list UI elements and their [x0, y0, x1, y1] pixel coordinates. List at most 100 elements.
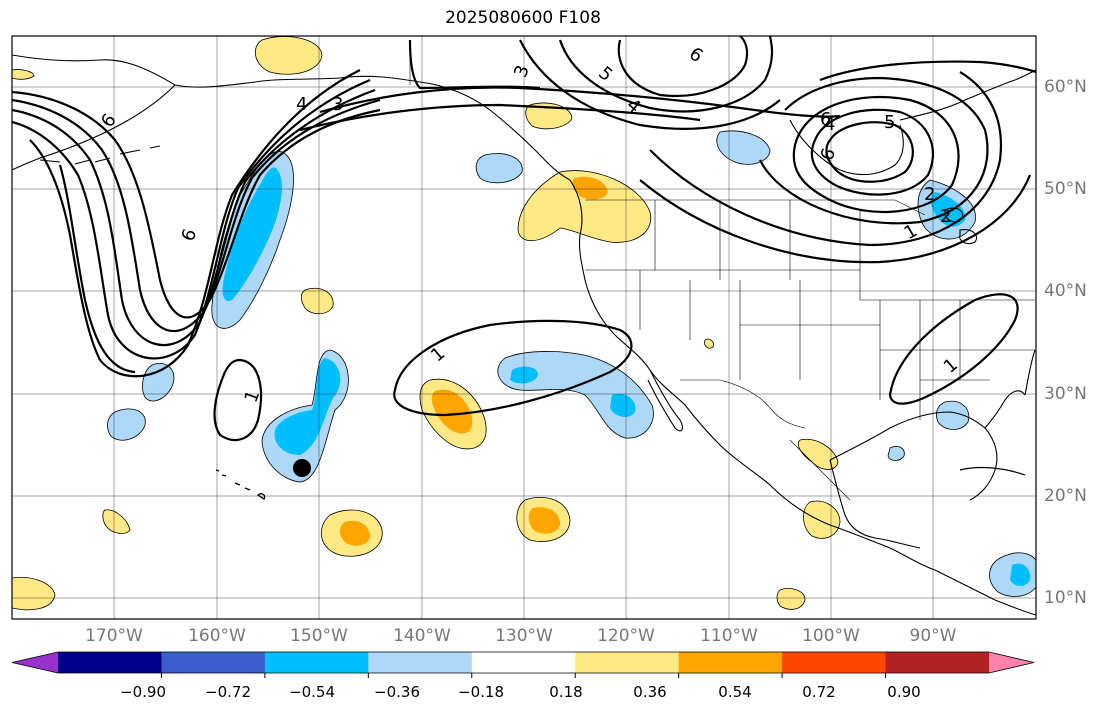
contour-gulf-alaska — [408, 39, 541, 90]
border-us-mexico — [680, 379, 806, 429]
coastline-hawaii-islands — [215, 469, 266, 500]
coastline-cuba — [959, 466, 1026, 476]
yellow-region-aleutian — [254, 36, 323, 75]
colorbar-segment — [368, 652, 473, 673]
colorbar-tick-label: 0.18 — [549, 683, 583, 701]
lat-label-50n: 50°N — [1044, 179, 1087, 199]
contour-low-5 — [810, 108, 935, 196]
coastline-canada-east — [899, 69, 1036, 121]
contour-west-trough-6 — [58, 164, 136, 374]
coastline-mexico-gulf — [829, 459, 921, 549]
yellow-region-gulf-alaska — [525, 102, 573, 130]
colorbar-tick-label: −0.72 — [205, 683, 251, 701]
lon-label-140w: 140°W — [393, 626, 451, 646]
colorbar-segment — [58, 652, 162, 673]
coastline-aleutians — [39, 145, 161, 165]
colorbar-tick-label: 0.36 — [633, 683, 667, 701]
lat-label-60n: 60°N — [1044, 77, 1087, 97]
contour-lines — [12, 36, 1036, 442]
contour-label: 4 — [296, 94, 307, 115]
yellow-region-nw-edge — [12, 69, 35, 80]
contour-ridge-3 — [319, 86, 841, 118]
coastline-west-us — [584, 279, 936, 571]
lat-label-10n: 10°N — [1044, 588, 1087, 608]
colorbar-segment — [678, 652, 783, 673]
coastline-bc-coast — [569, 179, 586, 281]
location-marker — [293, 459, 311, 477]
contour-north-4 — [519, 39, 781, 130]
colorbar-outline — [11, 651, 1035, 674]
contour-north-6 — [617, 36, 749, 97]
yellow-region-pnw-core — [572, 176, 608, 200]
contour-low-1 — [639, 174, 1032, 264]
colorbar — [11, 651, 1035, 678]
border-mexico-states — [789, 439, 851, 501]
coastline-east-us — [1024, 349, 1036, 396]
coastline-gulf-coast — [829, 411, 998, 501]
colorbar-segment — [885, 652, 990, 673]
lon-label-170w: 170°W — [85, 626, 143, 646]
yellow-region-az — [704, 338, 714, 349]
contour-east-1 — [888, 293, 1019, 405]
contour-west-trough-2 — [12, 98, 381, 332]
coastline-alaska — [12, 54, 571, 181]
lon-label-120w: 120°W — [597, 626, 655, 646]
colorbar-segment — [264, 652, 369, 673]
lon-label-90w: 90°W — [909, 626, 957, 646]
border-us-canada — [585, 199, 926, 216]
colorbar-tick-label: 0.72 — [802, 683, 836, 701]
yellow-region-south-edge — [776, 588, 806, 610]
contour-west-trough-1 — [12, 90, 381, 319]
lon-label-160w: 160°W — [188, 626, 246, 646]
colorbar-extend-max — [989, 652, 1034, 673]
coastline-baja — [647, 369, 684, 432]
lon-label-100w: 100°W — [802, 626, 860, 646]
contour-west-trough-3 — [12, 88, 376, 347]
gridlines — [12, 36, 1036, 619]
contour-label: 4 — [824, 114, 835, 135]
contour-north-5 — [558, 36, 774, 113]
yellow-region-sw-edge — [12, 576, 56, 611]
yellow-region-east-pacific-core — [431, 389, 473, 434]
lat-label-20n: 20°N — [1044, 486, 1087, 506]
coastline-florida — [984, 390, 1026, 429]
contour-west-trough-5 — [29, 69, 361, 378]
lon-label-150w: 150°W — [290, 626, 348, 646]
blue-region-pacific-ridge-core — [222, 167, 282, 301]
blue-region-hudson — [716, 130, 771, 165]
blue-region-small-1 — [142, 363, 175, 402]
contour-ridge-4 — [299, 103, 701, 132]
contour-west-trough-4 — [12, 78, 371, 360]
yellow-region-pnw — [517, 170, 652, 243]
political-borders — [409, 40, 1035, 501]
blue-region-canada-west — [475, 153, 523, 184]
colorbar-tick-label: 0.54 — [718, 683, 752, 701]
yellow-region-south-1-core — [339, 520, 370, 546]
contour-label: 5 — [884, 112, 895, 133]
coastline-central-america — [934, 569, 1036, 616]
map-frame — [11, 35, 1037, 620]
colorbar-segment — [782, 652, 887, 673]
coastlines — [12, 54, 1036, 616]
contour-pacific-1 — [393, 319, 633, 417]
blue-region-hawaii-core — [274, 358, 341, 455]
colorbar-tick-label: −0.18 — [458, 683, 504, 701]
contour-low-6 — [825, 121, 914, 183]
contour-label: 6 — [820, 109, 831, 130]
colorbar-segment — [575, 652, 680, 673]
contour-low-4 — [792, 95, 960, 214]
blue-region-gulf-1 — [936, 400, 970, 430]
blue-region-california-core-1 — [510, 366, 538, 384]
colorbar-tick-label: −0.54 — [289, 683, 335, 701]
blue-region-california-core-2 — [610, 393, 636, 417]
colorbar-segment — [161, 652, 266, 673]
lon-label-130w: 130°W — [495, 626, 553, 646]
lon-label-110w: 110°W — [700, 626, 758, 646]
map-title: 2025080600 F108 — [445, 8, 601, 28]
border-states-north — [654, 200, 861, 300]
colorbar-segment — [471, 652, 576, 673]
blue-region-caribbean-core — [1010, 563, 1031, 586]
contour-low-3 — [759, 76, 989, 225]
blue-region-gulf-2 — [887, 446, 905, 461]
